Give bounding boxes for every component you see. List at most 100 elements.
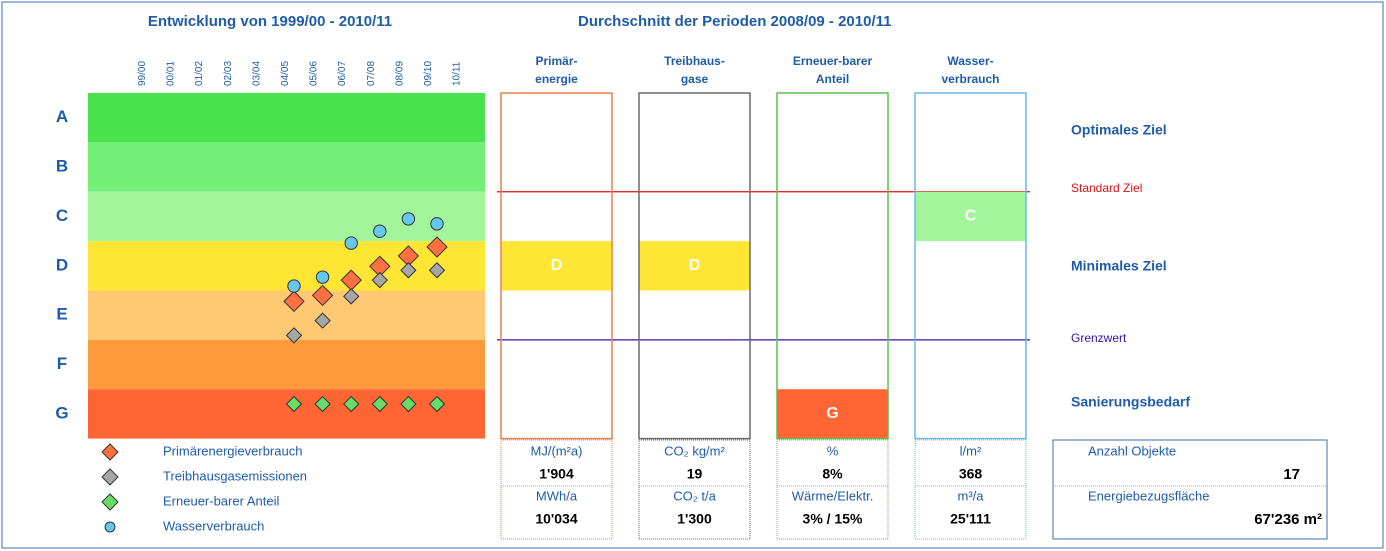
point <box>400 395 417 413</box>
period-label: 04/05 <box>280 61 291 86</box>
point <box>373 224 387 238</box>
count-label: Anzahl Objekte <box>1088 443 1176 458</box>
point <box>311 284 334 307</box>
point <box>428 262 446 279</box>
legend-marker <box>101 468 119 486</box>
unit: Wärme/Elektr. <box>792 488 874 503</box>
column-header: Wasser- <box>947 54 993 68</box>
legend-marker <box>104 521 116 533</box>
grade-band <box>88 191 485 242</box>
grade-band <box>88 339 485 390</box>
target-label: Optimales Ziel <box>1071 122 1167 138</box>
unit: MWh/a <box>536 488 578 503</box>
point <box>314 395 331 413</box>
unit: CO₂ t/a <box>673 488 716 503</box>
rating-letter: G <box>826 405 838 422</box>
legend-marker <box>101 443 119 461</box>
rating-box <box>776 92 889 440</box>
rating-band <box>777 389 888 439</box>
point <box>428 395 446 413</box>
rating-letter: C <box>965 208 977 225</box>
value: 368 <box>959 466 983 482</box>
period-label: 07/08 <box>366 61 377 86</box>
target-label: Standard Ziel <box>1071 181 1142 195</box>
grade-label: E <box>56 305 67 324</box>
column-header: Primär- <box>535 54 577 68</box>
rating-band <box>915 191 1026 242</box>
period-label: 09/10 <box>423 61 434 86</box>
left-title: Entwicklung von 1999/00 - 2010/11 <box>148 13 392 30</box>
area-label: Energiebezugsfläche <box>1088 488 1209 503</box>
value: 10'034 <box>535 511 577 527</box>
grade-label: G <box>55 403 68 422</box>
column-header: Erneuer-barer <box>793 54 873 68</box>
rating-letter: D <box>551 257 563 274</box>
unit: CO₂ kg/m² <box>664 443 725 458</box>
column-header: verbrauch <box>941 72 999 86</box>
value-box <box>914 439 1027 540</box>
period-label: 01/02 <box>194 61 205 86</box>
rating-box <box>914 92 1027 440</box>
target-label: Minimales Ziel <box>1071 258 1167 274</box>
legend-marker <box>101 493 119 511</box>
grade-band <box>88 93 485 143</box>
period-label: 99/00 <box>137 61 148 86</box>
point <box>287 279 301 293</box>
value: 1'300 <box>677 511 712 527</box>
summary-box <box>1052 439 1328 540</box>
grade-band <box>88 389 485 439</box>
rating-letter: D <box>689 257 701 274</box>
point <box>285 395 303 413</box>
rating-box <box>638 92 751 440</box>
rating-band <box>501 241 612 291</box>
point <box>314 312 331 329</box>
rating-band <box>639 241 750 291</box>
grade-label: A <box>56 107 68 126</box>
period-label: 06/07 <box>337 61 348 86</box>
grade-label: B <box>56 157 68 176</box>
unit: MJ/(m²a) <box>531 443 583 458</box>
column-header: energie <box>535 72 578 86</box>
value: 3% / 15% <box>803 511 863 527</box>
legend-label: Erneuer-barer Anteil <box>163 493 279 508</box>
unit: l/m² <box>960 443 982 458</box>
value-box <box>776 439 889 540</box>
value: 1'904 <box>539 466 574 482</box>
point <box>371 395 389 413</box>
point <box>344 236 358 250</box>
column-header: Treibhaus- <box>664 54 725 68</box>
grade-label: C <box>56 206 68 225</box>
point <box>401 212 416 226</box>
legend-label: Treibhausgasemissionen <box>163 468 307 483</box>
point <box>430 217 444 231</box>
point <box>342 395 360 413</box>
value: 8% <box>822 466 843 482</box>
legend-label: Primärenergieverbrauch <box>163 443 302 458</box>
column-header: Anteil <box>816 72 849 86</box>
period-label: 10/11 <box>452 61 463 86</box>
point <box>315 270 330 284</box>
target-label: Sanierungsbedarf <box>1071 394 1190 410</box>
point <box>371 271 389 289</box>
unit: m³/a <box>958 488 985 503</box>
area: 67'236 m² <box>1254 511 1322 528</box>
point <box>283 290 305 313</box>
unit: % <box>827 443 839 458</box>
period-label: 02/03 <box>223 61 234 86</box>
rating-box <box>500 92 613 440</box>
period-label: 00/01 <box>166 61 177 86</box>
grade-label: D <box>56 255 68 274</box>
legend-label: Wasserverbrauch <box>163 518 264 533</box>
value: 25'111 <box>950 511 991 527</box>
value-box <box>638 439 751 540</box>
grade-label: F <box>57 354 67 373</box>
period-label: 05/06 <box>309 61 320 86</box>
value: 19 <box>687 466 703 482</box>
target-label: Grenzwert <box>1071 331 1127 345</box>
point <box>285 327 303 344</box>
right-title: Durchschnitt der Perioden 2008/09 - 2010… <box>578 13 891 30</box>
grade-band <box>88 142 485 192</box>
period-label: 08/09 <box>394 61 405 86</box>
